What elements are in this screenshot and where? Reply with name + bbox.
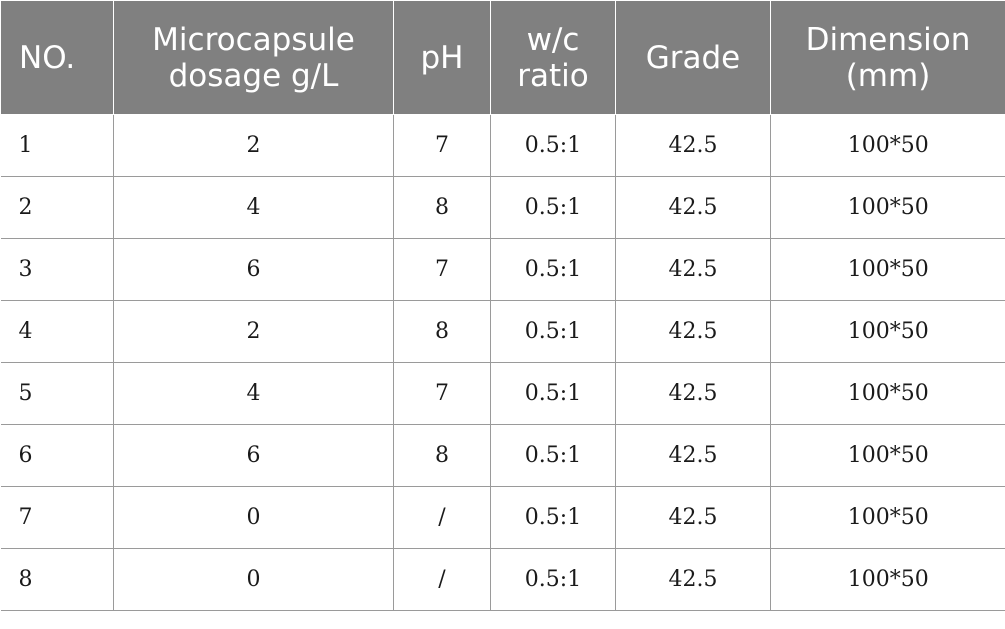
cell-wc-ratio: 0.5:1 [490, 424, 616, 487]
header-grade-text: Grade [645, 39, 741, 76]
cell-dosage: 6 [113, 238, 394, 301]
cell-dosage: 2 [113, 114, 394, 177]
header-dimension-line1: Dimension [805, 21, 971, 58]
data-table: NO. Microcapsule dosage g/L pH w/c ratio G… [0, 0, 1005, 611]
cell-grade: 42.5 [615, 424, 771, 487]
table-body: 1 2 7 0.5:1 42.5 100*50 2 4 8 0.5:1 42.5… [0, 114, 1005, 611]
cell-ph: / [393, 548, 491, 611]
table-row: 6 6 8 0.5:1 42.5 100*50 [0, 424, 1005, 487]
cell-no: 8 [0, 548, 114, 611]
cell-grade: 42.5 [615, 362, 771, 425]
cell-no: 7 [0, 486, 114, 549]
cell-wc-ratio: 0.5:1 [490, 238, 616, 301]
cell-no: 6 [0, 424, 114, 487]
cell-dimension: 100*50 [770, 424, 1005, 487]
header-grade: Grade [615, 0, 771, 115]
table-row: 8 0 / 0.5:1 42.5 100*50 [0, 548, 1005, 611]
cell-ph: 7 [393, 238, 491, 301]
cell-wc-ratio: 0.5:1 [490, 362, 616, 425]
cell-dimension: 100*50 [770, 176, 1005, 239]
cell-ph: / [393, 486, 491, 549]
header-dimension: Dimension (mm) [770, 0, 1005, 115]
table-row: 5 4 7 0.5:1 42.5 100*50 [0, 362, 1005, 425]
table-header: NO. Microcapsule dosage g/L pH w/c ratio G… [0, 0, 1005, 115]
cell-no: 5 [0, 362, 114, 425]
cell-ph: 8 [393, 424, 491, 487]
cell-dimension: 100*50 [770, 114, 1005, 177]
cell-dimension: 100*50 [770, 238, 1005, 301]
header-row: NO. Microcapsule dosage g/L pH w/c ratio G… [0, 0, 1005, 115]
cell-no: 3 [0, 238, 114, 301]
header-no-text: NO. [19, 39, 76, 76]
cell-dimension: 100*50 [770, 300, 1005, 363]
cell-grade: 42.5 [615, 176, 771, 239]
header-no: NO. [0, 0, 114, 115]
cell-grade: 42.5 [615, 238, 771, 301]
cell-grade: 42.5 [615, 548, 771, 611]
cell-no: 1 [0, 114, 114, 177]
cell-grade: 42.5 [615, 114, 771, 177]
cell-ph: 7 [393, 114, 491, 177]
cell-dosage: 0 [113, 548, 394, 611]
cell-ph: 7 [393, 362, 491, 425]
cell-ph: 8 [393, 176, 491, 239]
cell-wc-ratio: 0.5:1 [490, 548, 616, 611]
cell-ph: 8 [393, 300, 491, 363]
cell-dosage: 4 [113, 176, 394, 239]
header-ph: pH [393, 0, 491, 115]
cell-grade: 42.5 [615, 486, 771, 549]
cell-no: 2 [0, 176, 114, 239]
cell-wc-ratio: 0.5:1 [490, 300, 616, 363]
table-row: 2 4 8 0.5:1 42.5 100*50 [0, 176, 1005, 239]
header-wc-ratio-line2: ratio [517, 57, 589, 94]
table-row: 7 0 / 0.5:1 42.5 100*50 [0, 486, 1005, 549]
header-microcapsule-dosage-line2: dosage g/L [168, 57, 339, 94]
header-ph-text: pH [420, 39, 464, 76]
header-microcapsule-dosage-line1: Microcapsule [152, 21, 355, 58]
cell-wc-ratio: 0.5:1 [490, 486, 616, 549]
header-dimension-line2: (mm) [845, 57, 931, 94]
table-row: 3 6 7 0.5:1 42.5 100*50 [0, 238, 1005, 301]
cell-dimension: 100*50 [770, 486, 1005, 549]
header-wc-ratio: w/c ratio [490, 0, 616, 115]
cell-dimension: 100*50 [770, 548, 1005, 611]
cell-wc-ratio: 0.5:1 [490, 114, 616, 177]
cell-dosage: 2 [113, 300, 394, 363]
cell-dosage: 0 [113, 486, 394, 549]
header-wc-ratio-line1: w/c [526, 21, 580, 58]
cell-dosage: 6 [113, 424, 394, 487]
cell-dosage: 4 [113, 362, 394, 425]
cell-no: 4 [0, 300, 114, 363]
table-row: 1 2 7 0.5:1 42.5 100*50 [0, 114, 1005, 177]
cell-grade: 42.5 [615, 300, 771, 363]
table-row: 4 2 8 0.5:1 42.5 100*50 [0, 300, 1005, 363]
cell-wc-ratio: 0.5:1 [490, 176, 616, 239]
header-microcapsule-dosage: Microcapsule dosage g/L [113, 0, 394, 115]
cell-dimension: 100*50 [770, 362, 1005, 425]
